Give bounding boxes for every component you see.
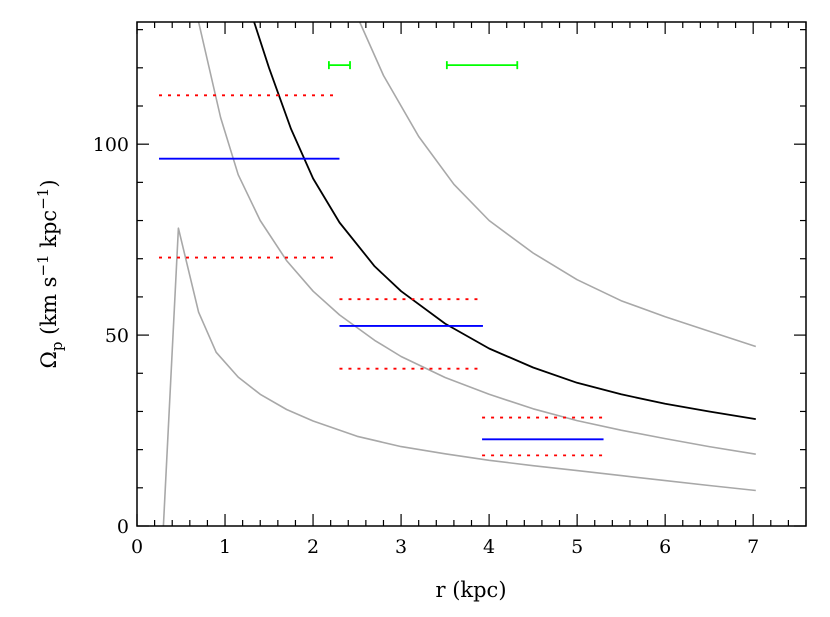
y-title-units-2: kpc bbox=[37, 210, 61, 255]
x-tick-label: 1 bbox=[219, 536, 231, 558]
x-tick-label: 0 bbox=[131, 536, 143, 558]
curve-4 bbox=[358, 22, 757, 348]
x-tick-label: 6 bbox=[659, 536, 671, 558]
curve-1 bbox=[162, 227, 756, 526]
y-title-units-1: (km s bbox=[37, 277, 61, 342]
error-bar-2 bbox=[445, 61, 519, 70]
curve-3 bbox=[253, 22, 756, 420]
y-axis-title: Ωp (km s−1 kpc−1) bbox=[34, 179, 66, 368]
plot-frame bbox=[136, 21, 807, 527]
x-tick-label: 7 bbox=[747, 536, 759, 558]
y-title-subscript: p bbox=[48, 342, 66, 352]
error-bars-layer bbox=[327, 61, 519, 70]
y-tick-label: 50 bbox=[105, 325, 129, 347]
x-tick-label: 3 bbox=[395, 536, 407, 558]
x-axis-title: r (kpc) bbox=[435, 578, 506, 602]
tick-labels-layer: 0 1 2 3 4 5 6 7 0 50 100 bbox=[93, 134, 759, 558]
x-tick-label: 2 bbox=[307, 536, 319, 558]
curve-2 bbox=[197, 22, 756, 455]
error-bar-1 bbox=[327, 61, 351, 70]
x-tick-label: 4 bbox=[483, 536, 495, 558]
y-title-omega: Ω bbox=[37, 351, 61, 368]
ticks-layer bbox=[136, 22, 807, 527]
y-title-superscript-1: −1 bbox=[34, 254, 52, 276]
y-title-superscript-2: −1 bbox=[34, 188, 52, 210]
segments-layer bbox=[159, 94, 604, 457]
y-tick-label: 100 bbox=[93, 134, 129, 156]
y-tick-label: 0 bbox=[117, 516, 129, 538]
y-title-close: ) bbox=[37, 179, 61, 187]
curves-layer bbox=[162, 22, 757, 526]
x-tick-label: 5 bbox=[571, 536, 583, 558]
